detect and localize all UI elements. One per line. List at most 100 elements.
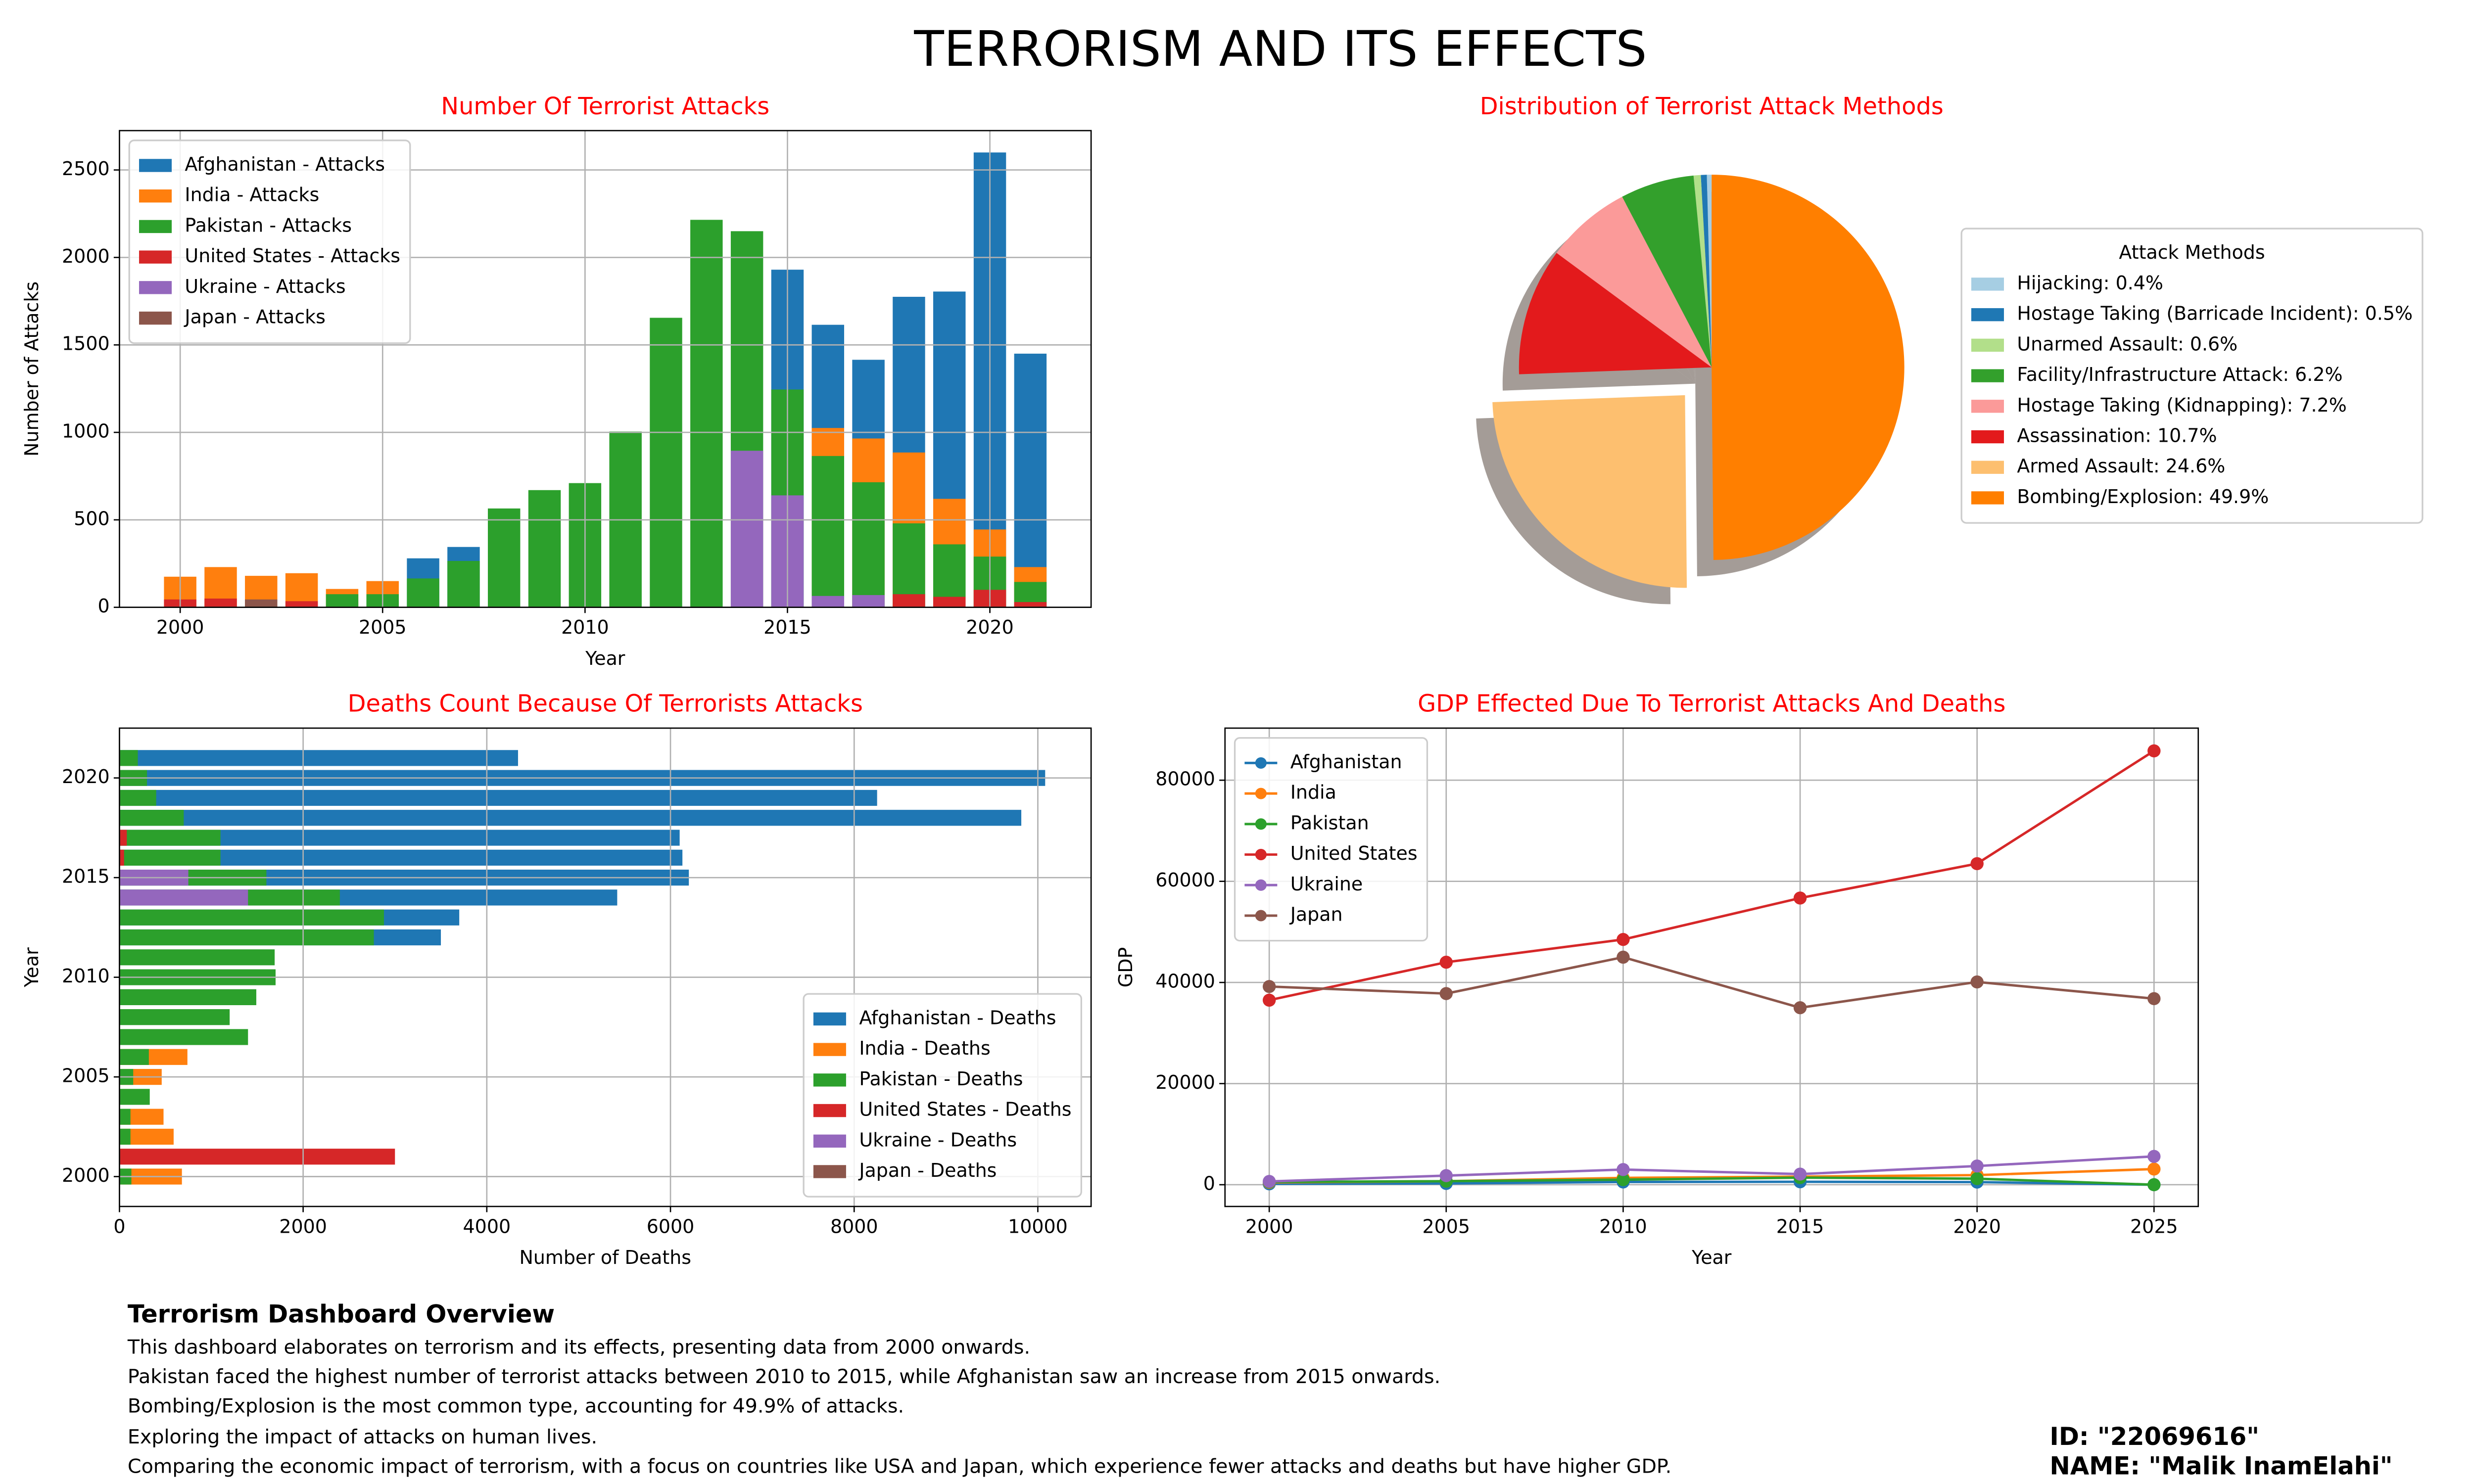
bar bbox=[1014, 353, 1047, 607]
legend: Afghanistan - Attacks India - Attacks Paki… bbox=[128, 139, 411, 344]
legend-patch bbox=[1971, 491, 2004, 505]
legend-label: Pakistan bbox=[1290, 812, 1369, 834]
marker bbox=[1617, 1173, 1630, 1186]
x-axis-label: Year bbox=[585, 648, 625, 669]
bar bbox=[119, 750, 138, 766]
marker bbox=[1262, 993, 1276, 1007]
marker bbox=[1439, 987, 1453, 1000]
y-tick-label: 1000 bbox=[62, 420, 110, 442]
legend-title: Attack Methods bbox=[2119, 241, 2265, 263]
overview-line: Comparing the economic impact of terrori… bbox=[128, 1455, 1671, 1478]
legend-label: Facility/Infrastructure Attack: 6.2% bbox=[2017, 364, 2342, 385]
legend: Attack Methods Hijacking: 0.4% Hostage Tak… bbox=[1960, 228, 2424, 524]
overview-heading: Terrorism Dashboard Overview bbox=[128, 1300, 555, 1329]
x-tick-label: 2000 bbox=[1245, 1215, 1293, 1237]
legend-label: Japan - Deaths bbox=[858, 1159, 997, 1181]
axes-frame bbox=[1224, 727, 2199, 1207]
marker bbox=[1439, 1169, 1453, 1182]
bar bbox=[245, 599, 278, 607]
bar bbox=[811, 456, 845, 607]
x-tick-label: 2010 bbox=[561, 616, 609, 638]
student-id: ID: "22069616" bbox=[2049, 1422, 2259, 1451]
legend-label: Unarmed Assault: 0.6% bbox=[2017, 333, 2237, 355]
legend-patch bbox=[813, 1134, 846, 1148]
bar bbox=[119, 789, 156, 806]
x-tick-label: 4000 bbox=[463, 1215, 511, 1237]
x-tick-label: 2010 bbox=[1599, 1215, 1647, 1237]
bar bbox=[119, 1049, 149, 1065]
chart-title: Distribution of Terrorist Attack Methods bbox=[1480, 93, 1944, 120]
legend-label: India bbox=[1290, 782, 1336, 803]
bar bbox=[119, 1109, 131, 1125]
legend: Afghanistan - Deaths India - Deaths Pakist… bbox=[803, 993, 1082, 1198]
legend-label: United States - Attacks bbox=[185, 245, 400, 267]
marker bbox=[1617, 950, 1630, 964]
x-tick-label: 2005 bbox=[1423, 1215, 1471, 1237]
legend-frame bbox=[1234, 737, 1428, 942]
line bbox=[1269, 956, 2154, 1009]
overview-line: Pakistan faced the highest number of ter… bbox=[128, 1365, 1440, 1388]
legend-marker bbox=[1255, 879, 1267, 891]
bar bbox=[119, 989, 256, 1005]
legend-patch bbox=[139, 311, 172, 325]
y-axis-label: Number of Attacks bbox=[21, 281, 43, 457]
legend-label: Ukraine - Deaths bbox=[859, 1129, 1017, 1151]
legend-patch bbox=[1971, 461, 2004, 474]
y-tick-label: 2020 bbox=[62, 766, 110, 788]
x-tick-label: 2000 bbox=[156, 616, 204, 638]
bar bbox=[119, 810, 1022, 826]
legend-patch bbox=[1971, 338, 2004, 352]
line bbox=[1269, 749, 2155, 1002]
chart-title: GDP Effected Due To Terrorist Attacks An… bbox=[1418, 691, 2005, 718]
y-tick-label: 2015 bbox=[62, 866, 110, 887]
bar bbox=[487, 508, 521, 607]
overview-line: This dashboard elaborates on terrorism a… bbox=[127, 1336, 1030, 1359]
y-tick-label: 40000 bbox=[1155, 971, 1215, 992]
legend-label: Japan - Attacks bbox=[184, 306, 326, 328]
axes-frame bbox=[119, 727, 1092, 1207]
bar bbox=[119, 929, 374, 946]
marker bbox=[1793, 1167, 1807, 1181]
marker bbox=[1617, 1163, 1630, 1176]
bar bbox=[119, 1089, 150, 1105]
bar bbox=[852, 595, 885, 607]
legend-patch bbox=[1971, 369, 2004, 382]
marker bbox=[1970, 857, 1984, 871]
legend-marker bbox=[1255, 757, 1267, 769]
wedge bbox=[1712, 175, 1904, 560]
bar bbox=[119, 830, 127, 846]
overview-line: Exploring the impact of attacks on human… bbox=[128, 1426, 597, 1448]
legend-label: Bombing/Explosion: 49.9% bbox=[2017, 486, 2269, 508]
x-tick-label: 2020 bbox=[966, 616, 1014, 638]
marker bbox=[1970, 1172, 1984, 1185]
marker bbox=[1262, 1175, 1276, 1188]
bar bbox=[407, 578, 439, 607]
legend-patch bbox=[1971, 430, 2004, 444]
legend-patch bbox=[1971, 400, 2004, 413]
bar bbox=[119, 849, 124, 866]
y-tick-label: 2010 bbox=[62, 965, 110, 987]
bar bbox=[811, 596, 845, 607]
bar bbox=[119, 1029, 248, 1045]
legend-label: Pakistan - Attacks bbox=[185, 214, 352, 236]
legend-label: Ukraine bbox=[1290, 873, 1363, 895]
y-axis-label: Year bbox=[21, 947, 43, 988]
bar bbox=[119, 909, 384, 926]
legend-marker bbox=[1255, 788, 1267, 799]
x-tick-label: 2005 bbox=[359, 616, 407, 638]
wedge bbox=[1492, 395, 1687, 588]
marker bbox=[1970, 1159, 1984, 1173]
marker bbox=[2147, 992, 2161, 1006]
marker bbox=[1439, 956, 1453, 969]
bar bbox=[119, 889, 248, 906]
marker bbox=[2147, 1178, 2161, 1192]
bar bbox=[119, 830, 221, 846]
marker bbox=[1793, 1001, 1807, 1015]
x-tick-label: 2000 bbox=[279, 1215, 327, 1237]
y-tick-label: 2000 bbox=[62, 1164, 110, 1186]
legend-label: Hostage Taking (Kidnapping): 7.2% bbox=[2017, 394, 2346, 416]
legend-marker bbox=[1255, 849, 1267, 861]
legend-label: Ukraine - Attacks bbox=[185, 276, 345, 297]
